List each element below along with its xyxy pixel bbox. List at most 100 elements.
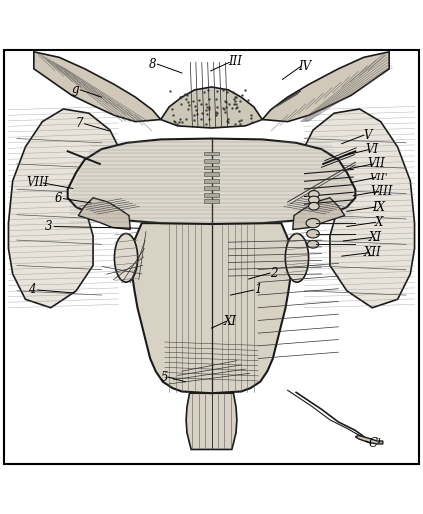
- Point: [203, 120, 209, 128]
- Polygon shape: [34, 52, 161, 122]
- Text: 7: 7: [76, 117, 83, 130]
- Point: [248, 114, 255, 122]
- Point: [232, 104, 239, 113]
- Point: [239, 91, 245, 100]
- Bar: [204, 179, 219, 183]
- Text: C¹: C¹: [369, 437, 382, 450]
- Point: [236, 97, 243, 105]
- Text: VII: VII: [368, 157, 385, 171]
- Point: [201, 88, 207, 97]
- Bar: [204, 159, 219, 162]
- Bar: [204, 186, 219, 190]
- Text: X: X: [375, 216, 383, 229]
- Text: 8: 8: [148, 58, 156, 70]
- Point: [222, 103, 229, 112]
- Point: [232, 93, 239, 101]
- Text: IX: IX: [373, 200, 385, 214]
- Point: [229, 104, 236, 113]
- Text: 1: 1: [254, 284, 262, 297]
- Point: [220, 105, 227, 113]
- Text: 5: 5: [160, 371, 168, 383]
- Point: [166, 87, 173, 96]
- Point: [183, 115, 190, 123]
- Text: g: g: [71, 83, 79, 96]
- Point: [236, 107, 242, 115]
- Point: [213, 111, 220, 119]
- Text: 3: 3: [45, 220, 52, 233]
- Point: [238, 116, 245, 124]
- Bar: [204, 172, 219, 176]
- Point: [220, 104, 226, 112]
- Point: [222, 97, 228, 105]
- Text: 2: 2: [270, 267, 278, 280]
- Point: [214, 87, 220, 95]
- Point: [223, 117, 230, 125]
- Point: [204, 103, 211, 111]
- Bar: [204, 199, 219, 203]
- Point: [203, 106, 210, 114]
- Text: VIII: VIII: [27, 176, 49, 190]
- Point: [190, 97, 196, 105]
- Text: XII: XII: [363, 246, 381, 259]
- Point: [177, 94, 184, 102]
- Point: [213, 95, 220, 103]
- Point: [214, 103, 221, 112]
- Text: IV: IV: [298, 60, 311, 73]
- Polygon shape: [78, 198, 130, 230]
- Point: [182, 95, 189, 103]
- Ellipse shape: [306, 218, 320, 228]
- Ellipse shape: [285, 233, 308, 282]
- Point: [232, 100, 239, 108]
- Text: VII': VII': [370, 173, 388, 182]
- Point: [203, 100, 209, 108]
- Point: [232, 120, 239, 128]
- Point: [198, 109, 205, 117]
- Point: [242, 86, 248, 94]
- Point: [236, 119, 243, 127]
- Ellipse shape: [308, 196, 319, 204]
- Point: [222, 108, 229, 117]
- Text: 4: 4: [28, 284, 36, 297]
- Point: [230, 88, 237, 96]
- Point: [225, 99, 232, 107]
- Point: [219, 86, 226, 94]
- Point: [213, 108, 220, 116]
- Point: [206, 95, 213, 103]
- Point: [190, 116, 197, 124]
- Point: [178, 100, 184, 108]
- Bar: [204, 166, 219, 170]
- Point: [193, 110, 200, 118]
- Point: [176, 118, 182, 126]
- Point: [230, 95, 237, 103]
- Point: [248, 118, 255, 126]
- Point: [168, 105, 175, 113]
- Point: [178, 93, 184, 101]
- Text: 6: 6: [55, 192, 62, 205]
- Point: [231, 97, 238, 105]
- Point: [186, 101, 192, 109]
- Point: [197, 100, 204, 108]
- Ellipse shape: [307, 241, 319, 248]
- Point: [213, 109, 220, 117]
- Point: [222, 98, 229, 106]
- Polygon shape: [262, 52, 389, 122]
- Text: VIII: VIII: [371, 185, 393, 198]
- Text: III: III: [228, 55, 242, 68]
- Point: [205, 86, 212, 94]
- Point: [192, 102, 198, 110]
- Polygon shape: [8, 109, 118, 308]
- Point: [197, 115, 204, 123]
- Text: XI: XI: [368, 231, 381, 244]
- Point: [205, 104, 212, 113]
- Text: V: V: [363, 128, 371, 142]
- Point: [225, 118, 232, 126]
- Point: [234, 103, 241, 111]
- Point: [236, 117, 243, 125]
- Ellipse shape: [308, 203, 319, 210]
- Ellipse shape: [308, 191, 319, 198]
- Point: [244, 96, 251, 104]
- Point: [206, 103, 212, 112]
- Point: [171, 117, 178, 125]
- Point: [185, 105, 192, 114]
- Point: [192, 106, 199, 114]
